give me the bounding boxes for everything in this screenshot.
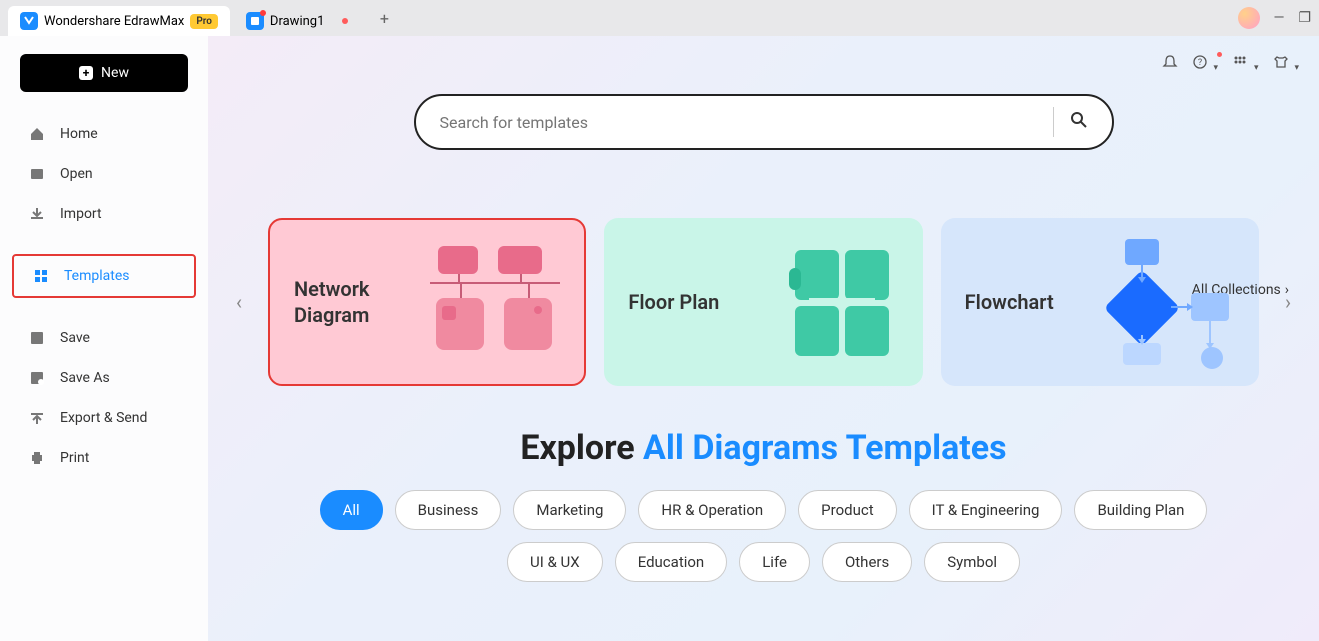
top-toolbar: ? ▾ ▾ ▾ [1162, 54, 1300, 74]
sidebar-item-open[interactable]: Open [10, 154, 198, 194]
pill-all[interactable]: All [320, 490, 383, 530]
pill-hr[interactable]: HR & Operation [638, 490, 786, 530]
chevron-right-icon: › [1285, 282, 1289, 298]
sidebar-item-saveas[interactable]: Save As [10, 358, 198, 398]
pill-uiux[interactable]: UI & UX [507, 542, 603, 582]
modified-dot-icon [342, 18, 348, 24]
search-icon[interactable] [1070, 111, 1088, 134]
svg-text:?: ? [1197, 58, 1201, 68]
minimize-button[interactable]: — [1274, 10, 1285, 26]
explore-heading: Explore All Diagrams Templates [208, 428, 1319, 468]
sidebar-label: Import [60, 206, 102, 222]
sidebar-label: Templates [64, 268, 130, 284]
sidebar-item-import[interactable]: Import [10, 194, 198, 234]
card-title: Floor Plan [628, 289, 719, 315]
template-carousel: ‹ Network Diagram Floo [208, 218, 1319, 386]
sidebar-label: Save [60, 330, 90, 346]
floor-plan-icon [789, 242, 899, 362]
doc-tab-label: Drawing1 [270, 14, 324, 29]
sidebar-item-print[interactable]: Print [10, 438, 198, 478]
sidebar-label: Print [60, 450, 89, 466]
pill-life[interactable]: Life [739, 542, 810, 582]
search-box [414, 94, 1114, 150]
sidebar-item-home[interactable]: Home [10, 114, 198, 154]
pro-badge: Pro [190, 14, 218, 29]
templates-icon [32, 267, 50, 285]
pill-others[interactable]: Others [822, 542, 912, 582]
sidebar-label: Home [60, 126, 98, 142]
pill-product[interactable]: Product [798, 490, 896, 530]
pill-building[interactable]: Building Plan [1074, 490, 1207, 530]
category-pills: All Business Marketing HR & Operation Pr… [208, 490, 1319, 582]
sidebar-item-save[interactable]: Save [10, 318, 198, 358]
card-network-diagram[interactable]: Network Diagram [268, 218, 586, 386]
print-icon [28, 449, 46, 467]
new-button-label: New [101, 65, 129, 81]
search-separator [1053, 107, 1054, 137]
network-diagram-icon [430, 242, 560, 362]
pill-symbol[interactable]: Symbol [924, 542, 1020, 582]
folder-icon [28, 165, 46, 183]
titlebar: Wondershare EdrawMax Pro Drawing1 + — ❐ [0, 0, 1319, 36]
export-icon [28, 409, 46, 427]
saveas-icon [28, 369, 46, 387]
import-icon [28, 205, 46, 223]
apps-icon[interactable]: ▾ [1232, 54, 1259, 74]
pill-marketing[interactable]: Marketing [513, 490, 626, 530]
sidebar-label: Open [60, 166, 93, 182]
avatar[interactable] [1238, 7, 1260, 29]
explore-section: Explore All Diagrams Templates All Busin… [208, 428, 1319, 582]
bell-icon[interactable] [1162, 54, 1178, 74]
sidebar-label: Save As [60, 370, 110, 386]
document-tab[interactable]: Drawing1 [234, 6, 360, 36]
content-area: ? ▾ ▾ ▾ All Collections [208, 36, 1319, 641]
save-icon [28, 329, 46, 347]
sidebar-item-export[interactable]: Export & Send [10, 398, 198, 438]
maximize-button[interactable]: ❐ [1298, 10, 1311, 26]
pill-education[interactable]: Education [615, 542, 728, 582]
carousel-prev-button[interactable]: ‹ [228, 282, 250, 322]
home-icon [28, 125, 46, 143]
pill-it[interactable]: IT & Engineering [909, 490, 1063, 530]
app-name: Wondershare EdrawMax [44, 14, 184, 29]
help-icon[interactable]: ? ▾ [1192, 54, 1219, 74]
card-title: Flowchart [965, 289, 1054, 315]
sidebar: + New Home Open Import Templates Save Sa… [0, 36, 208, 641]
app-logo-icon [20, 12, 38, 30]
explore-prefix: Explore [520, 428, 643, 468]
new-button[interactable]: + New [20, 54, 188, 92]
card-floor-plan[interactable]: Floor Plan [604, 218, 922, 386]
sidebar-label: Export & Send [60, 410, 147, 426]
add-tab-button[interactable]: + [372, 6, 396, 30]
shirt-icon[interactable]: ▾ [1273, 54, 1300, 74]
app-tab[interactable]: Wondershare EdrawMax Pro [8, 6, 230, 36]
card-title: Network Diagram [294, 276, 414, 328]
plus-icon: + [79, 66, 93, 80]
card-flowchart[interactable]: Flowchart [941, 218, 1259, 386]
explore-accent: All Diagrams Templates [643, 428, 1007, 468]
search-input[interactable] [440, 113, 1037, 132]
doc-logo-icon [246, 12, 264, 30]
flowchart-icon [1085, 237, 1235, 367]
pill-business[interactable]: Business [395, 490, 502, 530]
sidebar-item-templates[interactable]: Templates [12, 254, 196, 298]
